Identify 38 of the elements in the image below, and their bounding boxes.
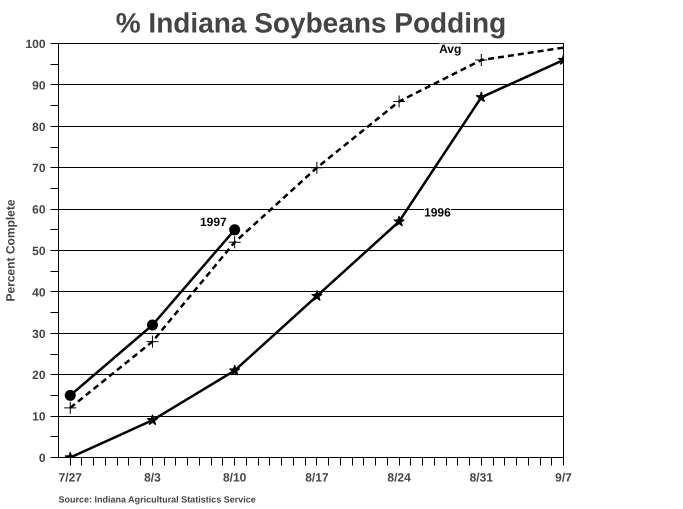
x-tick-label: 8/3: [144, 470, 162, 484]
source-note: Source: Indiana Agricultural Statistics Service: [58, 494, 256, 504]
y-tick-label: 70: [32, 161, 46, 176]
point: [64, 401, 77, 414]
y-axis-title: Percent Complete: [3, 199, 18, 302]
point: [392, 94, 406, 108]
series-label: 1996: [424, 206, 452, 220]
y-tick-label: 30: [32, 326, 46, 341]
y-tick-label: 10: [32, 410, 46, 424]
series-label: Avg: [439, 42, 462, 56]
y-tick-label: 0: [38, 451, 46, 465]
point: [311, 290, 323, 301]
x-tick-label: 8/17: [305, 470, 329, 484]
x-tick-label: 9/7: [555, 470, 572, 484]
point: [146, 414, 158, 426]
point: [228, 236, 242, 249]
point: [229, 224, 240, 236]
y-tick-label: 80: [32, 120, 46, 134]
point: [228, 364, 240, 376]
y-tick-label: 90: [32, 78, 46, 92]
point: [476, 91, 488, 102]
y-tick-label: 50: [32, 244, 46, 258]
x-tick-label: 8/31: [470, 470, 494, 484]
x-tick-label: 7/27: [58, 470, 82, 484]
point: [146, 320, 158, 331]
series-label: 1997: [200, 214, 227, 229]
point: [310, 161, 324, 174]
point: [474, 54, 488, 67]
y-tick-label: 40: [32, 285, 46, 300]
y-tick-label: 60: [32, 202, 46, 217]
x-tick-label: 8/10: [222, 470, 247, 484]
point: [393, 216, 405, 226]
y-tick-label: 20: [32, 368, 46, 382]
chart-title: % Indiana Soybeans Podding: [116, 8, 506, 38]
x-tick-label: 8/24: [387, 470, 412, 484]
point: [146, 335, 159, 348]
y-tick-label: 100: [25, 37, 46, 51]
point: [64, 390, 76, 401]
